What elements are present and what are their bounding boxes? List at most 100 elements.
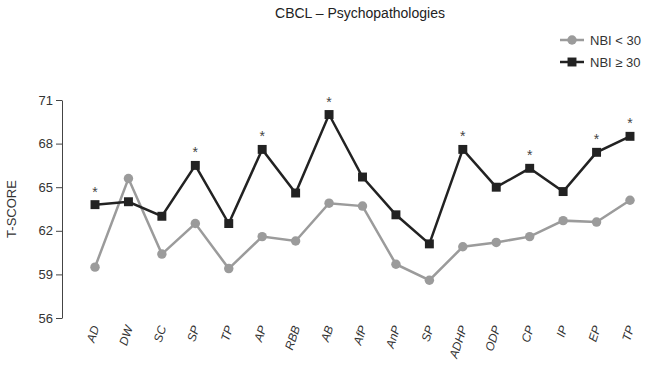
y-tick-label: 56 <box>39 311 53 326</box>
series-marker <box>124 174 133 183</box>
x-tick: ODP <box>482 324 503 353</box>
x-tick: SC <box>151 324 170 344</box>
x-tick: AnP <box>383 324 404 351</box>
x-tick: ADHP <box>446 324 470 361</box>
legend-label: NBI ≥ 30 <box>590 55 641 70</box>
x-tick: DW <box>116 322 136 347</box>
annotation: * <box>193 144 199 160</box>
x-tick-label: TP <box>218 324 236 343</box>
series-marker <box>324 198 333 207</box>
x-tick-label: SP <box>184 324 202 344</box>
series-marker <box>325 110 334 119</box>
x-tick: CP <box>519 324 537 344</box>
series-marker <box>157 249 166 258</box>
y-tick-mark <box>56 231 62 232</box>
series-marker <box>458 145 467 154</box>
legend-item: NBI < 30 <box>560 33 641 48</box>
series-marker <box>90 262 99 271</box>
y-tick-mark <box>56 274 62 275</box>
y-tick-mark <box>56 144 62 145</box>
title: CBCL – Psychopathologies <box>275 5 445 21</box>
y-axis-line <box>62 101 63 319</box>
series-marker <box>257 232 266 241</box>
x-tick-label: TP <box>619 324 637 343</box>
y-tick: 62 <box>39 223 62 238</box>
x-tick: RBB <box>282 324 303 352</box>
x-tick-label: SP <box>418 324 436 344</box>
annotation: * <box>527 147 533 163</box>
legend: NBI < 30 NBI ≥ 30 <box>560 33 641 70</box>
x-axis: AD DW SC SP TP AP RBB AB AfP AnP SP ADHP ODP CP IP EP TP <box>84 322 638 361</box>
y-tick: 71 <box>39 93 62 108</box>
series-marker <box>559 187 568 196</box>
series-marker <box>391 210 400 219</box>
series-marker <box>458 242 467 251</box>
x-tick: TP <box>619 324 637 343</box>
series-marker <box>291 189 300 198</box>
y-tick-label: 62 <box>39 223 53 238</box>
legend-marker <box>567 35 576 44</box>
annotation: * <box>627 115 633 131</box>
x-tick-label: AD <box>84 324 103 345</box>
x-tick-label: IP <box>554 324 571 339</box>
series-marker <box>558 216 567 225</box>
series-marker <box>425 239 434 248</box>
y-tick-mark <box>56 100 62 101</box>
y-tick-label: 68 <box>39 136 53 151</box>
y-axis: 56 59 62 65 68 71 <box>39 93 63 326</box>
y-tick: 65 <box>39 180 62 195</box>
series-marker <box>525 164 534 173</box>
x-tick: AfP <box>350 324 370 348</box>
x-tick: EP <box>586 324 604 344</box>
chart: CBCL – Psychopathologies 56 59 62 65 68 71 T-SC… <box>0 0 648 388</box>
legend-item: NBI ≥ 30 <box>560 55 641 70</box>
x-tick: IP <box>554 324 571 339</box>
y-axis-title: T-SCORE <box>4 180 19 238</box>
annotation: * <box>92 184 98 200</box>
series-marker <box>625 196 634 205</box>
series-marker <box>191 219 200 228</box>
x-tick: AP <box>251 324 270 345</box>
y-tick: 56 <box>39 311 62 326</box>
x-tick-label: AfP <box>350 324 370 348</box>
series-marker <box>358 201 367 210</box>
y-tick-mark <box>56 187 62 188</box>
series-marker <box>224 219 233 228</box>
annotation: * <box>460 128 466 144</box>
x-tick: SP <box>418 324 436 344</box>
x-tick-label: SC <box>151 324 170 344</box>
y-tick-label: 71 <box>39 93 53 108</box>
series-marker <box>391 260 400 269</box>
series-marker <box>291 236 300 245</box>
x-tick: TP <box>218 324 236 343</box>
x-tick: SP <box>184 324 202 344</box>
y-tick: 59 <box>39 267 62 282</box>
x-tick-label: AB <box>318 324 337 345</box>
x-tick-label: DW <box>116 322 136 347</box>
annotation: * <box>326 94 332 110</box>
series-marker <box>258 145 267 154</box>
series-marker <box>592 217 601 226</box>
series-marker <box>91 200 100 209</box>
y-tick-mark <box>56 318 62 319</box>
series-marker <box>157 212 166 221</box>
x-tick: AB <box>318 324 337 345</box>
x-tick-label: EP <box>586 324 604 344</box>
x-tick-label: ODP <box>482 324 503 353</box>
series-marker <box>224 264 233 273</box>
series-marker <box>525 232 534 241</box>
annotation: * <box>259 128 265 144</box>
series-marker <box>592 148 601 157</box>
series-marker <box>124 197 133 206</box>
y-tick-label: 59 <box>39 267 53 282</box>
x-tick-label: CP <box>519 324 537 344</box>
x-tick-label: AnP <box>383 324 404 351</box>
annotation: * <box>594 131 600 147</box>
series-marker <box>425 275 434 284</box>
x-tick: AD <box>84 324 103 345</box>
y-tick: 68 <box>39 136 62 151</box>
plot-area <box>90 110 634 285</box>
series-marker <box>358 173 367 182</box>
x-tick-label: RBB <box>282 324 303 352</box>
series-marker <box>626 132 635 141</box>
